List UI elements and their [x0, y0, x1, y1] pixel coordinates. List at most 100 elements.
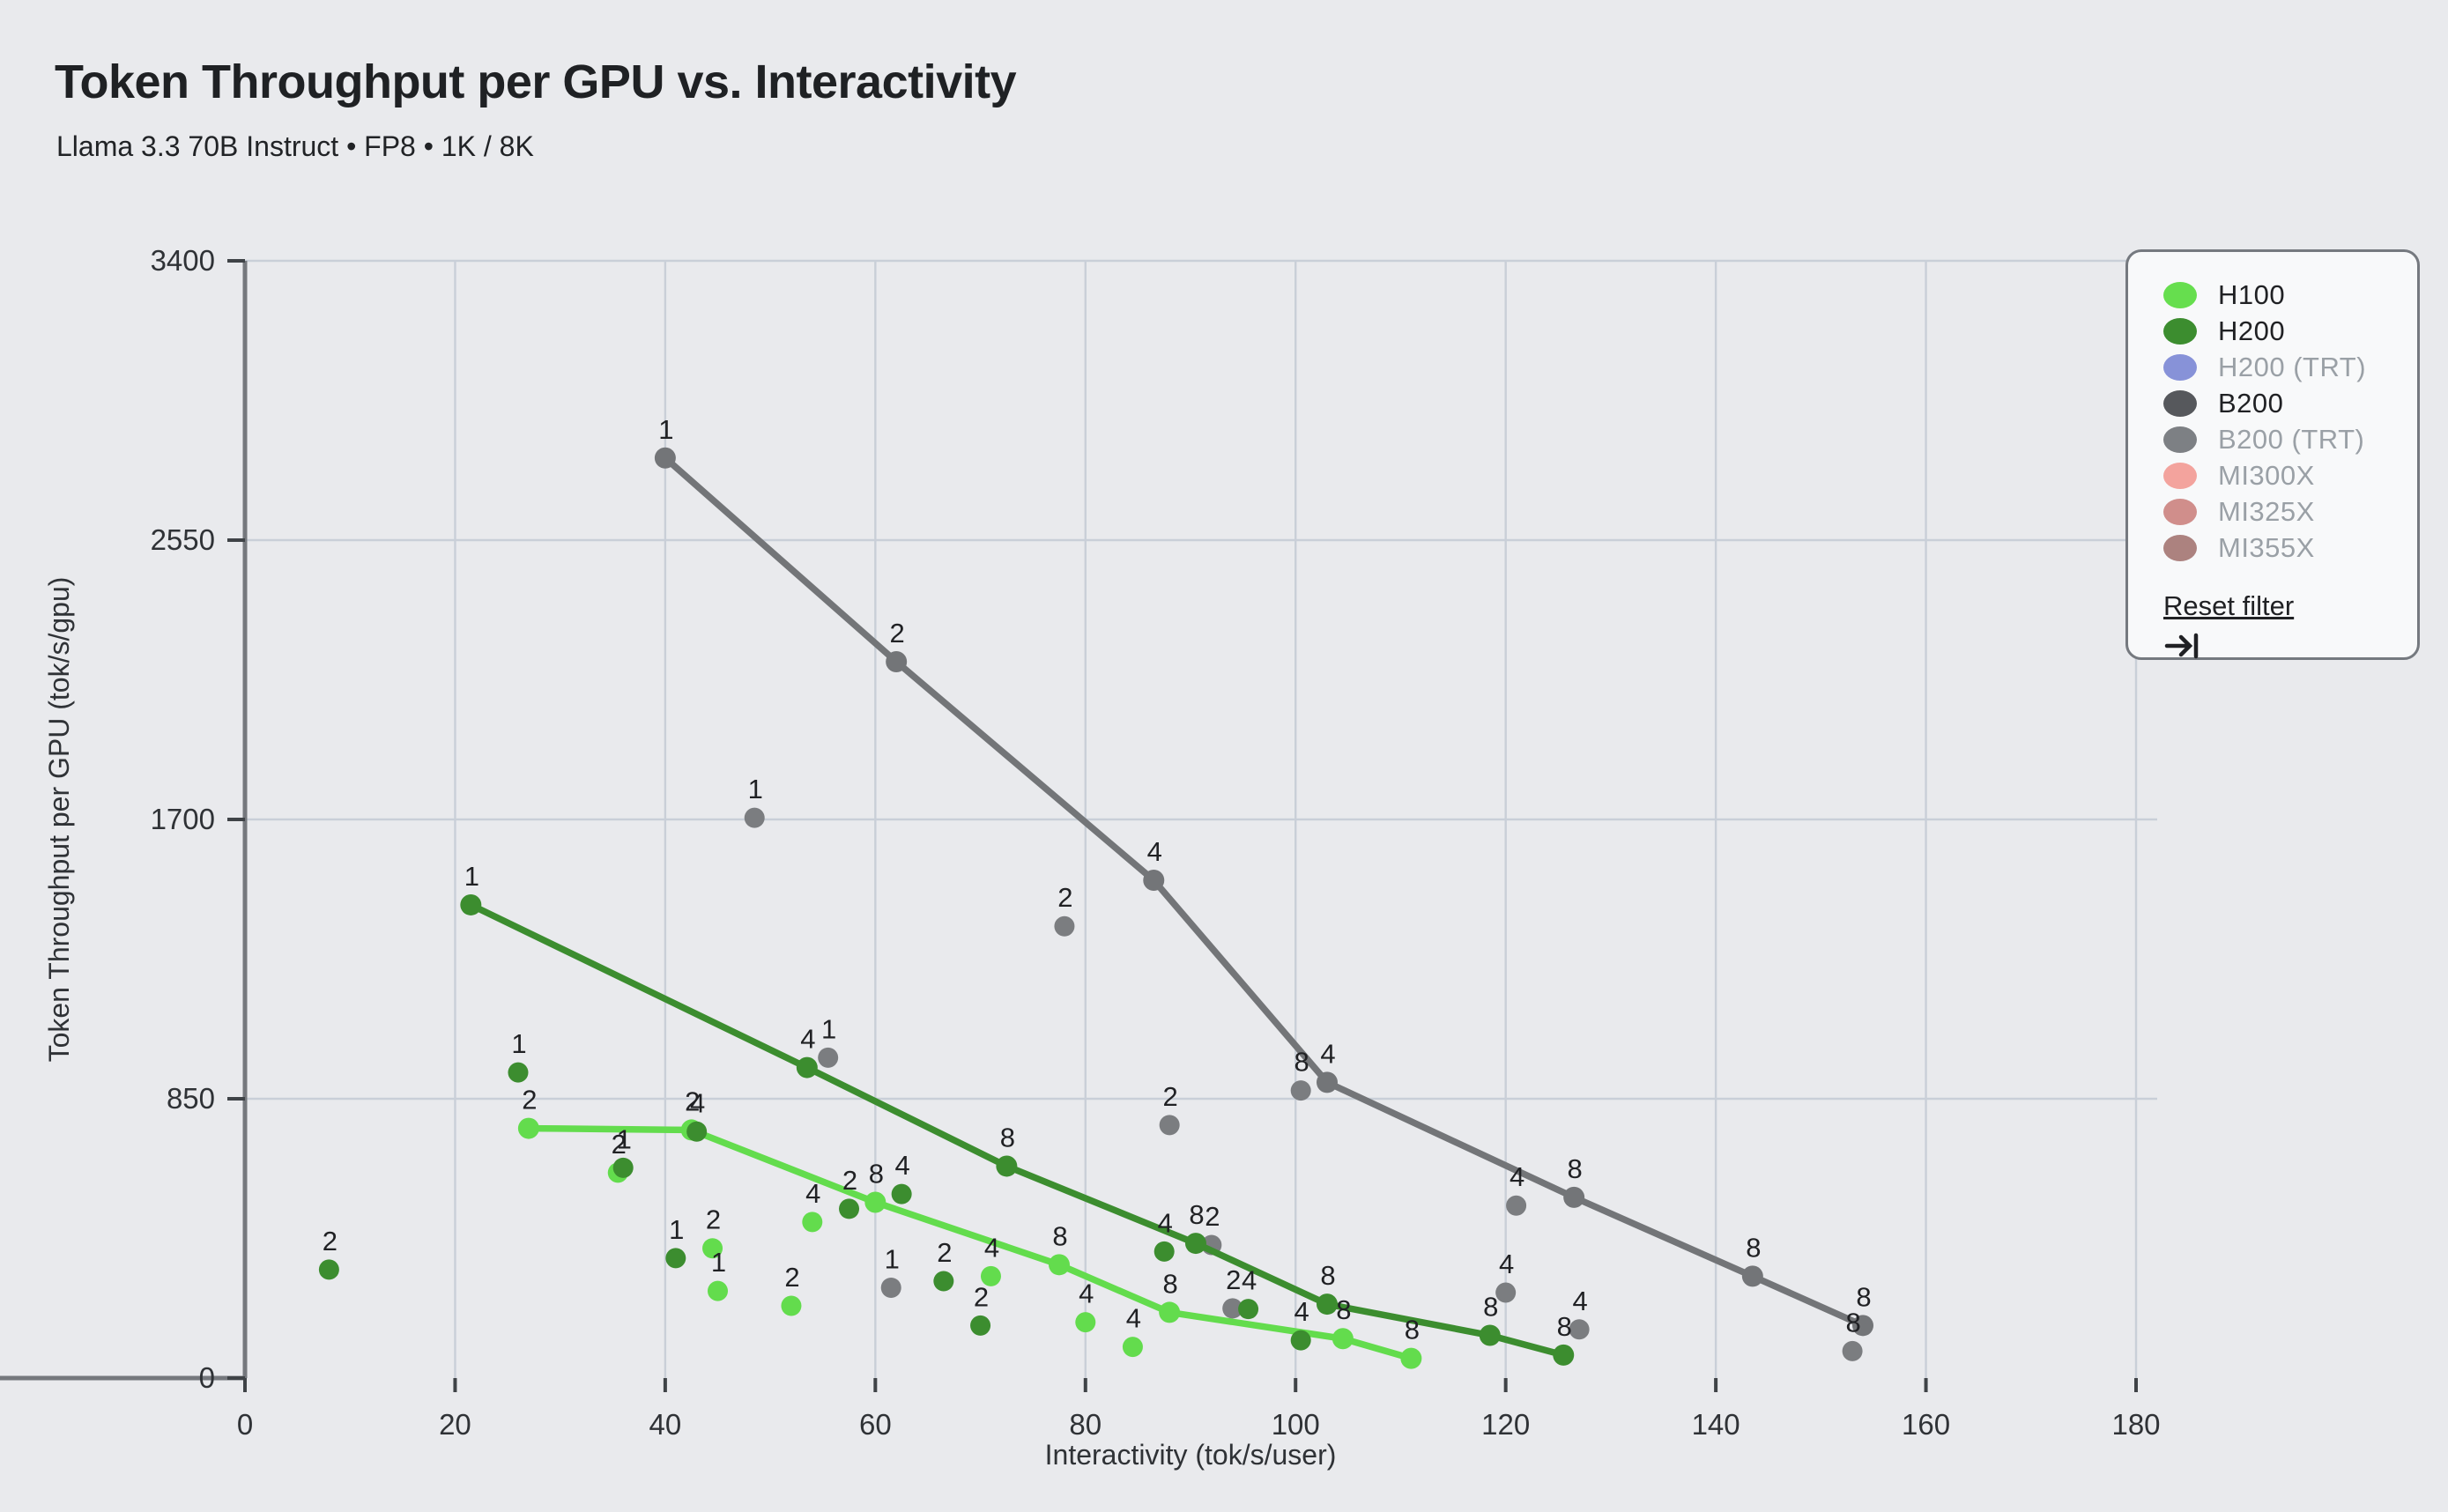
page-subtitle: Llama 3.3 70B Instruct • FP8 • 1K / 8K	[56, 130, 534, 162]
pareto-point-h100[interactable]	[864, 1191, 886, 1213]
pareto-point-b200[interactable]	[1741, 1265, 1763, 1287]
pareto-point-b200[interactable]	[1563, 1186, 1585, 1208]
point-label: 8	[1189, 1199, 1204, 1230]
pareto-point-h100[interactable]	[1048, 1254, 1070, 1276]
pareto-point-b200[interactable]	[654, 447, 676, 469]
data-point-b200[interactable]	[1842, 1340, 1863, 1361]
pareto-point-b200[interactable]	[1852, 1315, 1874, 1337]
point-label: 4	[1079, 1279, 1094, 1309]
point-label: 4	[1294, 1296, 1309, 1327]
point-label: 8	[1320, 1260, 1335, 1291]
point-label: 4	[1147, 836, 1162, 867]
point-label: 8	[1052, 1220, 1067, 1251]
legend-item-label: B200	[2218, 387, 2284, 419]
pareto-point-h200[interactable]	[1479, 1324, 1501, 1346]
data-point-h100[interactable]	[980, 1265, 1001, 1286]
point-label: 4	[1242, 1265, 1257, 1296]
pareto-point-h100[interactable]	[517, 1117, 539, 1139]
point-label: 1	[748, 774, 763, 804]
point-label: 2	[685, 1086, 700, 1116]
data-point-b200[interactable]	[1290, 1080, 1311, 1101]
pareto-point-h100[interactable]	[1159, 1301, 1181, 1323]
data-point-h200[interactable]	[891, 1183, 912, 1204]
data-point-b200[interactable]	[1506, 1195, 1527, 1216]
point-label: 4	[690, 1087, 705, 1118]
data-point-h200[interactable]	[612, 1157, 634, 1178]
pareto-point-h200[interactable]	[1184, 1233, 1206, 1255]
legend-item-h200-trt[interactable]: H200 (TRT)	[2163, 349, 2417, 385]
legend-items: H100 H200 H200 (TRT) B200 B200 (TRT) MI300X MI…	[2163, 277, 2417, 566]
point-label: 1	[669, 1214, 684, 1245]
point-label: 2	[842, 1165, 857, 1196]
pareto-point-b200[interactable]	[886, 650, 908, 672]
pareto-point-h200[interactable]	[996, 1155, 1018, 1177]
legend-item-mi325x[interactable]: MI325X	[2163, 493, 2417, 530]
data-point-b200[interactable]	[880, 1277, 901, 1298]
data-point-b200[interactable]	[818, 1047, 839, 1068]
legend-item-mi300x[interactable]: MI300X	[2163, 457, 2417, 493]
data-point-h200[interactable]	[1238, 1299, 1259, 1320]
data-point-h200[interactable]	[1290, 1330, 1311, 1351]
legend-item-h200[interactable]: H200	[2163, 313, 2417, 349]
point-label: 4	[984, 1232, 999, 1263]
data-point-b200[interactable]	[1569, 1319, 1590, 1340]
point-label: 4	[1510, 1161, 1524, 1192]
point-label: 2	[890, 618, 905, 649]
data-point-h100[interactable]	[1075, 1312, 1096, 1333]
data-point-h200[interactable]	[318, 1259, 339, 1280]
x-axis-title: Interactivity (tok/s/user)	[1045, 1439, 1337, 1471]
point-label: 8	[1746, 1232, 1761, 1263]
data-point-b200[interactable]	[744, 807, 765, 828]
pareto-point-b200[interactable]	[1316, 1071, 1338, 1093]
data-point-h100[interactable]	[781, 1295, 802, 1316]
legend-item-mi355x[interactable]: MI355X	[2163, 530, 2417, 566]
point-label: 4	[805, 1178, 820, 1209]
data-point-b200[interactable]	[1495, 1282, 1517, 1303]
point-label: 4	[1499, 1249, 1514, 1279]
legend-item-b200-trt[interactable]: B200 (TRT)	[2163, 421, 2417, 457]
data-point-h200[interactable]	[970, 1315, 991, 1336]
x-tick-label: 160	[1902, 1408, 1950, 1441]
data-point-h200[interactable]	[1154, 1241, 1175, 1262]
pareto-point-h100[interactable]	[1400, 1347, 1422, 1369]
data-point-h100[interactable]	[1122, 1337, 1143, 1358]
x-tick-label: 0	[237, 1408, 253, 1441]
data-point-h100[interactable]	[802, 1212, 823, 1233]
point-label: 4	[895, 1150, 910, 1181]
skip-to-end-icon[interactable]	[2163, 629, 2417, 667]
pareto-point-b200[interactable]	[1143, 869, 1165, 891]
data-point-h200[interactable]	[665, 1248, 686, 1269]
data-point-h100[interactable]	[708, 1280, 728, 1301]
reset-filter-link[interactable]: Reset filter	[2163, 590, 2295, 621]
x-tick-label: 60	[859, 1408, 892, 1441]
data-point-h100[interactable]	[702, 1238, 723, 1259]
data-point-h200[interactable]	[839, 1198, 860, 1219]
point-label: 2	[784, 1262, 799, 1293]
data-point-h200[interactable]	[686, 1121, 708, 1142]
legend-item-label: MI300X	[2218, 459, 2315, 491]
legend-item-h100[interactable]: H100	[2163, 277, 2417, 313]
pareto-point-h200[interactable]	[1316, 1293, 1338, 1316]
pareto-point-h100[interactable]	[1332, 1328, 1354, 1350]
data-point-h200[interactable]	[933, 1271, 954, 1292]
pareto-point-h200[interactable]	[460, 893, 482, 915]
point-label: 8	[1557, 1311, 1572, 1342]
point-label: 2	[1057, 882, 1072, 913]
data-point-b200[interactable]	[1222, 1298, 1243, 1319]
y-tick-label: 2550	[151, 523, 215, 556]
legend-item-b200[interactable]: B200	[2163, 385, 2417, 421]
point-label: 2	[1205, 1201, 1220, 1232]
legend-panel: H100 H200 H200 (TRT) B200 B200 (TRT) MI300X MI…	[2125, 249, 2420, 660]
data-point-h200[interactable]	[508, 1062, 529, 1083]
legend-item-label: B200 (TRT)	[2218, 423, 2365, 455]
data-point-b200[interactable]	[1159, 1115, 1180, 1136]
point-label: 4	[800, 1024, 815, 1055]
point-label: 2	[612, 1129, 627, 1160]
pareto-point-h200[interactable]	[796, 1056, 818, 1078]
data-point-b200[interactable]	[1054, 915, 1075, 937]
legend-swatch-icon	[2163, 462, 2197, 489]
y-tick-label: 1700	[151, 803, 215, 835]
legend-item-label: MI355X	[2218, 531, 2315, 563]
pareto-point-h200[interactable]	[1553, 1344, 1575, 1366]
